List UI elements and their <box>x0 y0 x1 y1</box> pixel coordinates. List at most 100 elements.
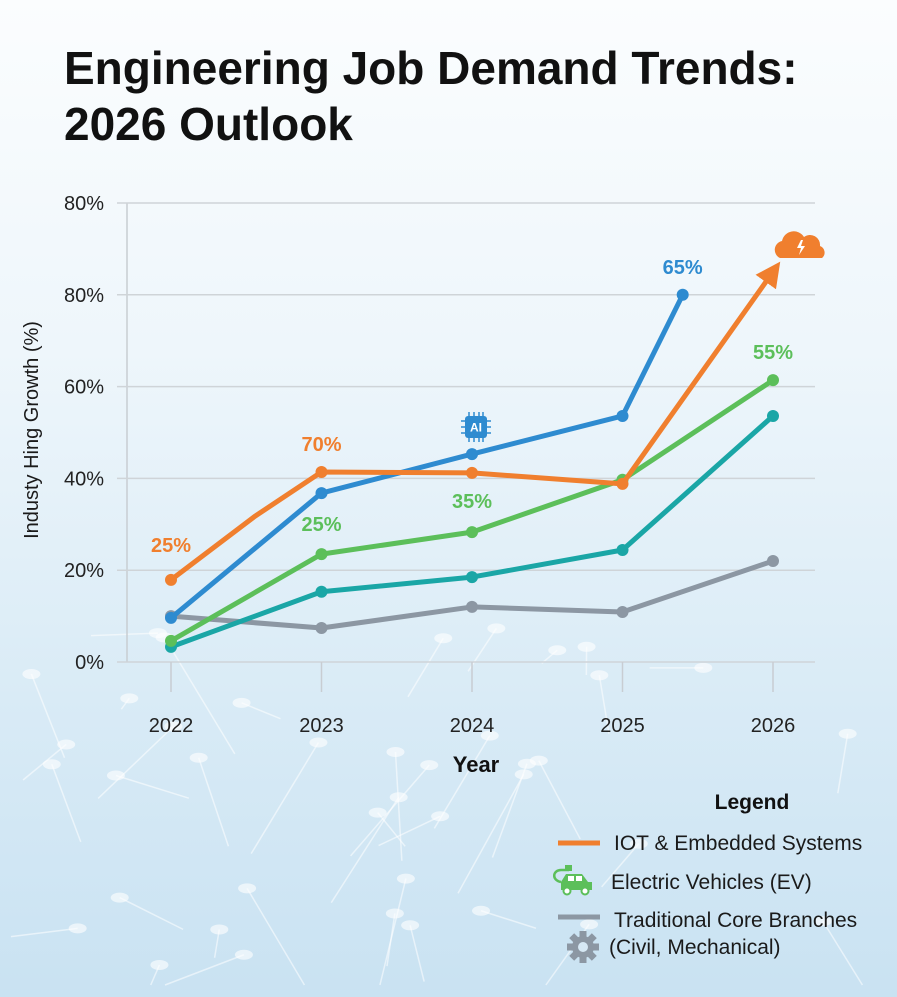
legend-item-iot: IOT & Embedded Systems <box>558 832 862 855</box>
data-point-ev <box>767 374 779 387</box>
circuit-trace <box>837 733 849 794</box>
circuit-node <box>472 905 491 916</box>
circuit-trace <box>407 637 444 698</box>
data-point-core <box>466 600 478 613</box>
circuit-trace <box>197 757 230 847</box>
circuit-trace <box>457 774 525 894</box>
data-point-ai <box>165 611 177 624</box>
circuit-node <box>386 747 405 758</box>
y-axis-ticks: 0% 20% 40% 60% 80% 80% <box>64 193 104 674</box>
data-label: 55% <box>753 342 793 364</box>
annotations: 25% 70% 25% 35% 65% 55% <box>151 257 793 557</box>
circuit-trace <box>90 632 158 637</box>
series-iot <box>165 261 781 586</box>
y-axis-label: Industy Hing Growth (%) <box>21 321 43 539</box>
circuit-trace <box>394 751 403 861</box>
data-point-ai <box>466 448 478 461</box>
y-tick-label: 80% <box>64 285 104 307</box>
data-label: 65% <box>663 257 703 279</box>
legend-item-ev: Electric Vehicles (EV) <box>553 865 812 896</box>
circuit-trace <box>378 815 441 847</box>
circuit-node <box>514 769 533 780</box>
data-point-ai <box>616 409 629 422</box>
circuit-node <box>189 752 208 763</box>
x-tick-label: 2024 <box>450 715 495 737</box>
circuit-node <box>480 730 499 741</box>
series-ai <box>165 288 689 624</box>
data-point-core <box>616 605 629 618</box>
y-tick-label: 40% <box>64 468 104 490</box>
gear-icon <box>567 931 599 963</box>
circuit-trace <box>119 896 184 931</box>
legend-label-core-2: (Civil, Mechanical) <box>609 936 781 959</box>
circuit-trace <box>598 675 610 734</box>
circuit-node <box>148 628 167 639</box>
data-label: 35% <box>452 491 492 513</box>
circuit-node <box>57 739 76 750</box>
y-tick-label: 80% <box>64 193 104 215</box>
circuit-trace <box>250 742 320 855</box>
circuit-trace <box>467 628 497 672</box>
ev-car-icon <box>553 865 592 896</box>
y-tick-label: 60% <box>64 377 104 399</box>
circuit-trace <box>379 878 407 986</box>
legend-label-core: Traditional Core Branches <box>614 909 857 932</box>
y-tick-label: 20% <box>64 560 104 582</box>
data-point-ai <box>315 487 328 500</box>
circuit-node <box>629 838 648 849</box>
circuit-node <box>309 737 328 748</box>
ai-chip-label: AI <box>470 421 482 435</box>
circuit-node <box>234 949 253 960</box>
circuit-trace <box>10 927 78 938</box>
cloud-lightning-icon <box>774 231 825 258</box>
gridlines <box>117 202 815 692</box>
circuit-trace <box>350 764 430 857</box>
circuit-node <box>813 916 832 927</box>
data-point-iot <box>616 477 629 490</box>
circuit-node <box>420 760 439 771</box>
circuit-node <box>22 669 41 680</box>
circuit-trace <box>433 735 491 829</box>
ai-chip-icon: AI <box>461 412 491 442</box>
circuit-node <box>150 959 169 970</box>
circuit-node <box>548 645 567 656</box>
circuit-trace <box>97 725 174 800</box>
circuit-node <box>580 919 599 930</box>
series-line-core <box>168 558 776 631</box>
series-ev <box>165 374 779 647</box>
circuit-node <box>232 697 251 708</box>
series-line-iot <box>168 261 781 583</box>
circuit-node <box>42 759 61 770</box>
circuit-trace <box>164 954 245 986</box>
circuit-trace <box>330 796 400 904</box>
data-point-ai <box>676 288 689 301</box>
circuit-trace <box>601 843 640 888</box>
circuit-node <box>368 807 387 818</box>
circuit-node <box>694 662 713 673</box>
circuit-node <box>487 623 506 634</box>
data-point-teal <box>616 544 629 557</box>
legend-label-ev: Electric Vehicles (EV) <box>611 871 812 894</box>
circuit-node <box>529 755 548 766</box>
circuit-node <box>110 892 129 903</box>
circuit-node <box>838 728 857 739</box>
circuit-trace <box>51 764 82 843</box>
circuit-node <box>590 670 609 681</box>
circuit-node <box>210 924 229 935</box>
data-point-ev <box>466 526 478 539</box>
x-tick-label: 2022 <box>149 715 194 737</box>
circuit-node <box>396 873 415 884</box>
x-axis-label: Year <box>453 752 500 777</box>
x-axis-ticks: 2022 2023 2024 2025 2026 <box>149 715 796 737</box>
data-point-iot <box>165 573 177 586</box>
circuit-background <box>10 623 864 986</box>
circuit-trace <box>22 743 67 781</box>
legend-label-iot: IOT & Embedded Systems <box>614 832 862 855</box>
data-point-core <box>767 555 779 568</box>
circuit-trace <box>115 774 190 799</box>
x-tick-label: 2026 <box>751 715 796 737</box>
circuit-node <box>434 633 453 644</box>
legend-title: Legend <box>715 791 790 814</box>
data-point-teal <box>315 585 328 598</box>
